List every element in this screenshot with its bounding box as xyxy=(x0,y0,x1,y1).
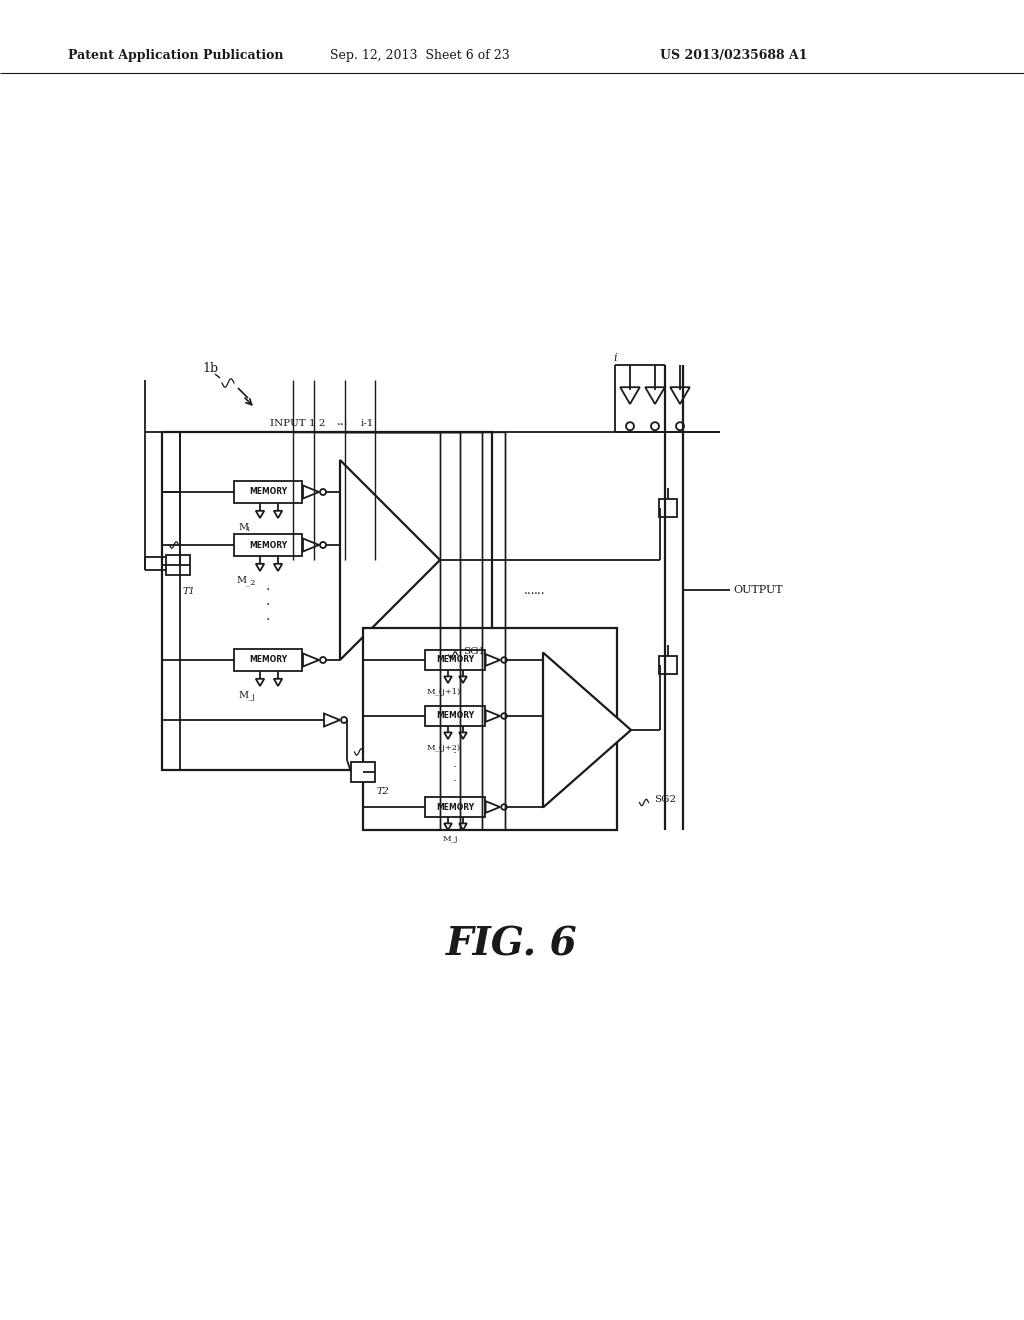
Circle shape xyxy=(501,804,507,809)
Polygon shape xyxy=(645,387,665,404)
Bar xyxy=(351,762,375,781)
Bar xyxy=(425,797,485,817)
Polygon shape xyxy=(459,824,467,830)
Bar xyxy=(166,554,190,576)
Polygon shape xyxy=(340,459,440,660)
Text: FIG. 6: FIG. 6 xyxy=(446,927,578,964)
Text: T1: T1 xyxy=(183,587,196,597)
Text: _2: _2 xyxy=(246,578,256,586)
Polygon shape xyxy=(485,655,500,665)
Circle shape xyxy=(626,422,634,430)
Polygon shape xyxy=(485,710,500,722)
Bar xyxy=(234,649,302,671)
Circle shape xyxy=(319,657,326,663)
Text: _j: _j xyxy=(248,693,255,701)
Text: M_(j+1): M_(j+1) xyxy=(427,688,461,696)
Text: US 2013/0235688 A1: US 2013/0235688 A1 xyxy=(660,49,808,62)
Bar xyxy=(659,499,677,517)
Bar xyxy=(425,706,485,726)
Text: ...: ... xyxy=(337,414,348,428)
Text: M: M xyxy=(236,576,246,585)
Bar xyxy=(162,432,492,770)
Bar xyxy=(234,535,302,556)
Text: MEMORY: MEMORY xyxy=(436,711,474,721)
Text: ...: ... xyxy=(524,583,536,597)
Polygon shape xyxy=(273,678,283,686)
Polygon shape xyxy=(543,652,631,808)
Text: MEMORY: MEMORY xyxy=(436,803,474,812)
Circle shape xyxy=(319,488,326,495)
Circle shape xyxy=(319,543,326,548)
Polygon shape xyxy=(273,564,283,572)
Circle shape xyxy=(651,422,659,430)
Polygon shape xyxy=(459,733,467,739)
Polygon shape xyxy=(256,678,264,686)
Polygon shape xyxy=(303,539,319,552)
Text: ...: ... xyxy=(535,583,546,597)
Bar xyxy=(362,628,617,830)
Text: Patent Application Publication: Patent Application Publication xyxy=(68,49,284,62)
Polygon shape xyxy=(256,564,264,572)
Polygon shape xyxy=(273,511,283,517)
Polygon shape xyxy=(324,714,340,726)
Text: M: M xyxy=(238,523,248,532)
Polygon shape xyxy=(444,676,452,682)
Text: SG1: SG1 xyxy=(463,648,485,656)
Bar xyxy=(425,649,485,671)
Polygon shape xyxy=(485,801,500,813)
Polygon shape xyxy=(444,733,452,739)
Bar xyxy=(659,656,677,675)
Text: ·
·
·: · · · xyxy=(453,747,457,788)
Text: SG2: SG2 xyxy=(654,795,676,804)
Text: MEMORY: MEMORY xyxy=(249,540,287,549)
Polygon shape xyxy=(303,486,319,499)
Circle shape xyxy=(676,422,684,430)
Polygon shape xyxy=(303,653,319,667)
Text: OUTPUT: OUTPUT xyxy=(733,585,782,595)
Text: MEMORY: MEMORY xyxy=(249,487,287,496)
Text: ·
·
·: · · · xyxy=(266,583,270,627)
Polygon shape xyxy=(444,824,452,830)
Text: MEMORY: MEMORY xyxy=(249,656,287,664)
Circle shape xyxy=(341,717,347,723)
Circle shape xyxy=(501,713,507,719)
Text: M_j: M_j xyxy=(443,836,459,843)
Polygon shape xyxy=(670,387,690,404)
Text: INPUT 1 2: INPUT 1 2 xyxy=(270,418,326,428)
Text: 1b: 1b xyxy=(202,362,218,375)
Text: i-1: i-1 xyxy=(361,418,375,428)
Polygon shape xyxy=(256,511,264,517)
Text: M_(j+2): M_(j+2) xyxy=(427,744,461,752)
Polygon shape xyxy=(459,676,467,682)
Polygon shape xyxy=(621,387,640,404)
Text: M: M xyxy=(238,690,248,700)
Text: T2: T2 xyxy=(377,787,390,796)
Text: Sep. 12, 2013  Sheet 6 of 23: Sep. 12, 2013 Sheet 6 of 23 xyxy=(330,49,510,62)
Bar xyxy=(234,480,302,503)
Text: i: i xyxy=(613,352,616,363)
Text: MEMORY: MEMORY xyxy=(436,656,474,664)
Text: ₁: ₁ xyxy=(246,525,249,533)
Circle shape xyxy=(501,657,507,663)
